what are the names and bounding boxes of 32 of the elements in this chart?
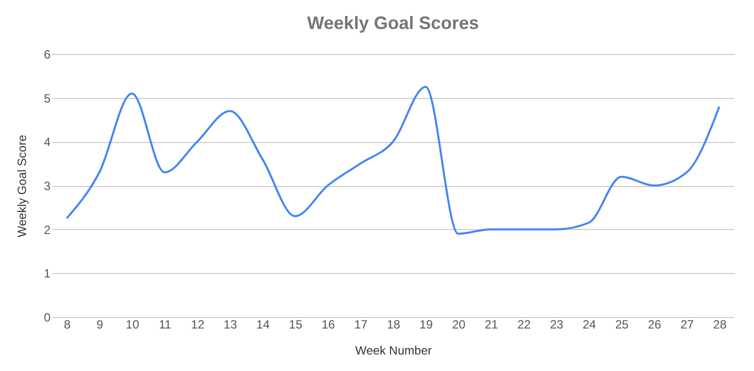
y-tick-label: 0 [44, 310, 51, 324]
x-tick-label: 16 [322, 318, 336, 332]
x-tick-label: 17 [354, 318, 368, 332]
x-tick-label: 19 [419, 318, 434, 332]
y-tick-label: 5 [44, 91, 51, 106]
x-tick-label: 27 [680, 318, 694, 332]
x-tick-label: 28 [713, 318, 727, 332]
x-tick-label: 24 [582, 318, 596, 332]
x-axis-title: Week Number [355, 344, 432, 358]
x-tick-label: 22 [517, 318, 532, 332]
x-tick-label: 15 [288, 318, 303, 332]
chart-title: Weekly Goal Scores [307, 13, 479, 33]
x-tick-label: 11 [158, 318, 172, 332]
y-axis-title: Weekly Goal Score [14, 134, 29, 238]
x-tick-label: 18 [386, 318, 400, 332]
x-tick-label: 26 [648, 318, 662, 332]
y-tick-label: 3 [44, 179, 51, 193]
x-tick-label: 20 [452, 318, 466, 332]
x-tick-label: 13 [224, 318, 238, 332]
y-tick-label: 4 [44, 135, 51, 150]
y-tick-label: 2 [44, 222, 51, 237]
line-series [66, 86, 720, 235]
x-tick-label: 8 [64, 318, 71, 332]
x-tick-label: 14 [256, 318, 270, 332]
x-tick-label: 10 [126, 318, 140, 332]
x-tick-label: 9 [96, 318, 104, 332]
x-tick-label: 21 [484, 318, 498, 332]
x-tick-label: 23 [550, 318, 564, 332]
y-tick-label: 6 [44, 48, 51, 62]
x-tick-label: 25 [615, 318, 629, 332]
x-tick-label: 12 [191, 318, 205, 332]
y-tick-label: 1 [44, 266, 51, 281]
